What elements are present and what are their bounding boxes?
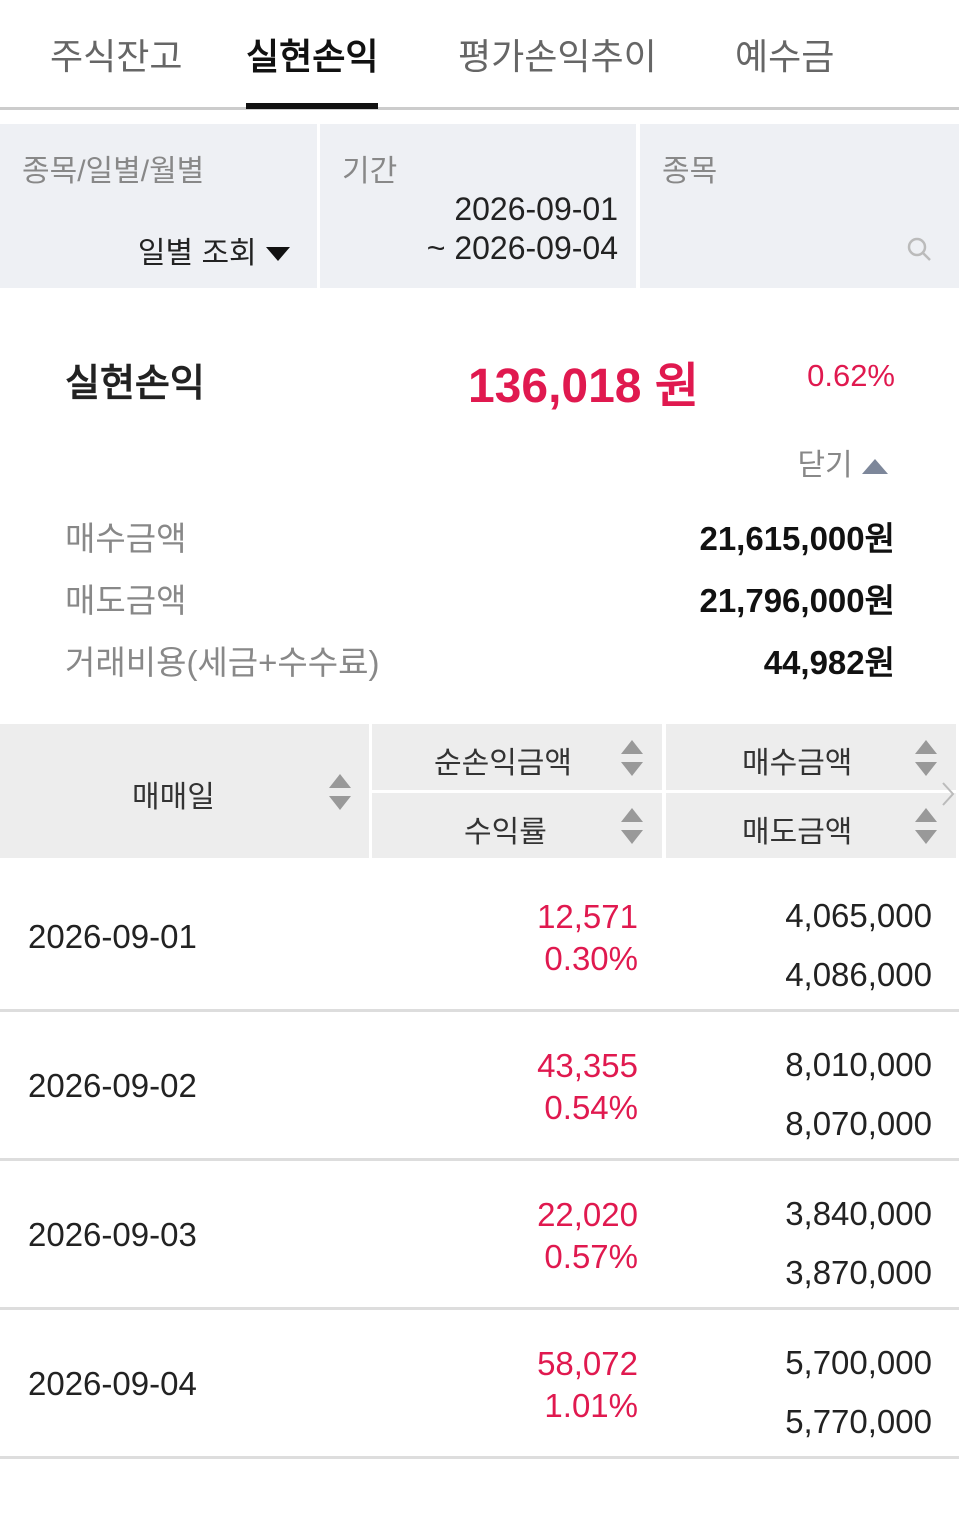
sell-amount: 8,070,000 (785, 1105, 932, 1142)
collapse-icon (862, 459, 888, 474)
sort-icon[interactable] (914, 806, 938, 846)
header-date[interactable]: 매매일 (0, 724, 369, 858)
sort-icon[interactable] (914, 738, 938, 778)
summary-amount: 136,018 원 (467, 360, 699, 413)
filter-label: 종목/일별/월별 (22, 155, 205, 188)
sort-icon[interactable] (620, 806, 644, 846)
return-rate: 0.57% (544, 1238, 638, 1275)
toggle-text: 닫기 (797, 449, 853, 482)
detail-label: 거래비용(세금+수수료) (65, 644, 380, 681)
tab[interactable]: 예수금 (735, 36, 835, 77)
detail-label: 매수금액 (65, 520, 187, 557)
sort-icon[interactable] (620, 738, 644, 778)
header-text: 매매일 (132, 781, 215, 814)
buy-amount: 5,700,000 (785, 1344, 932, 1381)
period-filter[interactable]: 기간 2026-09-01 ~ 2026-09-04 (320, 124, 636, 288)
header-text: 매도금액 (742, 816, 853, 849)
collapse-toggle[interactable]: 닫기 (797, 440, 889, 484)
tab[interactable]: 평가손익추이 (458, 36, 657, 77)
dropdown-icon (266, 247, 290, 261)
filter-value-text: 일별 조회 (137, 237, 257, 270)
detail-label: 매도금액 (65, 582, 187, 619)
detail-value: 21,796,000원 (699, 582, 895, 619)
buy-amount: 3,840,000 (785, 1195, 932, 1232)
summary-label: 실현손익 (65, 363, 205, 405)
net-profit: 22,020 (537, 1196, 638, 1233)
trade-date: 2026-09-01 (28, 918, 197, 955)
net-profit: 58,072 (537, 1345, 638, 1382)
trade-date: 2026-09-03 (28, 1216, 197, 1253)
view-filter[interactable]: 종목/일별/월별 일별 조회 (0, 124, 317, 288)
search-icon (907, 237, 931, 261)
tab-divider (0, 107, 959, 110)
header-text: 수익률 (464, 816, 547, 849)
filter-label: 종목 (662, 155, 718, 188)
sell-amount: 4,086,000 (785, 956, 932, 993)
return-rate: 0.54% (544, 1089, 638, 1126)
header-sell[interactable]: 매도금액 (666, 793, 956, 858)
period-end: ~ 2026-09-04 (426, 230, 618, 266)
tab[interactable]: 주식잔고 (50, 36, 183, 77)
stock-filter[interactable]: 종목 (640, 124, 959, 288)
tab[interactable]: 실현손익 (246, 28, 379, 109)
detail-value: 44,982원 (763, 644, 895, 681)
table-row[interactable]: 2026-09-04 58,072 1.01% 5,700,000 5,770,000 (0, 1307, 959, 1459)
trade-date: 2026-09-02 (28, 1067, 197, 1104)
header-buy[interactable]: 매수금액 (666, 724, 956, 790)
return-rate: 1.01% (544, 1387, 638, 1424)
header-text: 매수금액 (742, 747, 853, 780)
trade-date: 2026-09-04 (28, 1365, 197, 1402)
net-profit: 12,571 (537, 898, 638, 935)
detail-value: 21,615,000원 (699, 520, 895, 557)
return-rate: 0.30% (544, 940, 638, 977)
sell-amount: 5,770,000 (785, 1403, 932, 1440)
table-row[interactable]: 2026-09-03 22,020 0.57% 3,840,000 3,870,000 (0, 1158, 959, 1310)
table-row[interactable]: 2026-09-02 43,355 0.54% 8,010,000 8,070,000 (0, 1009, 959, 1161)
buy-amount: 4,065,000 (785, 897, 932, 934)
header-net-profit[interactable]: 순손익금액 (372, 724, 662, 790)
buy-amount: 8,010,000 (785, 1046, 932, 1083)
period-start: 2026-09-01 (454, 191, 618, 227)
sell-amount: 3,870,000 (785, 1254, 932, 1291)
scroll-right-icon[interactable] (940, 780, 956, 808)
header-return[interactable]: 수익률 (372, 793, 662, 858)
sort-icon[interactable] (328, 772, 352, 812)
summary-rate: 0.62% (807, 358, 895, 393)
filter-value: 일별 조회 (138, 228, 291, 272)
net-profit: 43,355 (537, 1047, 638, 1084)
header-text: 순손익금액 (434, 747, 572, 780)
table-row[interactable]: 2026-09-01 12,571 0.30% 4,065,000 4,086,000 (0, 860, 959, 1012)
filter-label: 기간 (342, 155, 398, 188)
